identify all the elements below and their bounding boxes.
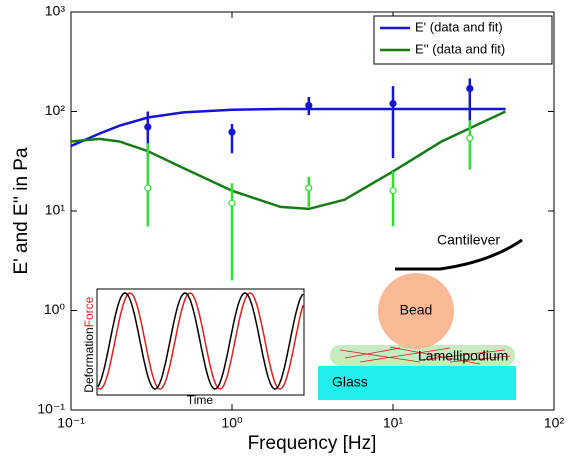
data-point [228,128,236,136]
deformation-label: Deformation [82,327,96,392]
cantilever [395,238,523,271]
fit-line [70,110,507,211]
data-point [305,184,313,192]
lamellipodium [330,345,515,366]
diagram: Cantilever Bead Lamellipodium Glass [318,232,523,400]
y-tick-label: 10³ [45,3,66,19]
x-axis-label: Frequency [Hz] [248,433,377,454]
data-point [466,84,474,93]
actin-fibers [339,346,511,365]
y-tick-label: 10² [45,102,66,118]
inset: Force Deformation Time [82,288,305,407]
y-tick-label: 10¹ [45,202,66,218]
legend: E' (data and fit) E'' (data and fit) [373,15,553,65]
data-point [305,101,313,110]
data-point [228,199,236,207]
cantilever-label: Cantilever [437,232,500,248]
legend-label: E' (data and fit) [415,19,503,34]
y-tick-label: 10⁻¹ [37,401,65,417]
deformation-curve [97,292,304,390]
time-label: Time [187,393,214,407]
force-label: Force [82,296,96,327]
bead [378,273,454,349]
glass-label: Glass [332,374,368,390]
x-tick-label: 10⁰ [221,415,243,431]
bead-label: Bead [400,302,433,318]
y-tick-label: 10⁰ [44,301,66,317]
data-point [144,184,152,192]
x-tick-label: 10² [544,415,565,431]
legend-label: E'' (data and fit) [415,41,505,56]
data-point [144,123,152,131]
y-axis-label: E' and E'' in Pa [11,147,32,275]
x-tick-label: 10⁻¹ [57,415,85,431]
data-point [466,134,474,142]
x-tick-label: 10¹ [383,415,404,431]
force-curve [97,292,304,390]
data-point [389,187,397,195]
fit-line [70,107,506,148]
data-point [389,100,397,108]
legend-frame [373,15,553,65]
glass [318,366,516,400]
lamellipodium-label: Lamellipodium [418,348,508,364]
